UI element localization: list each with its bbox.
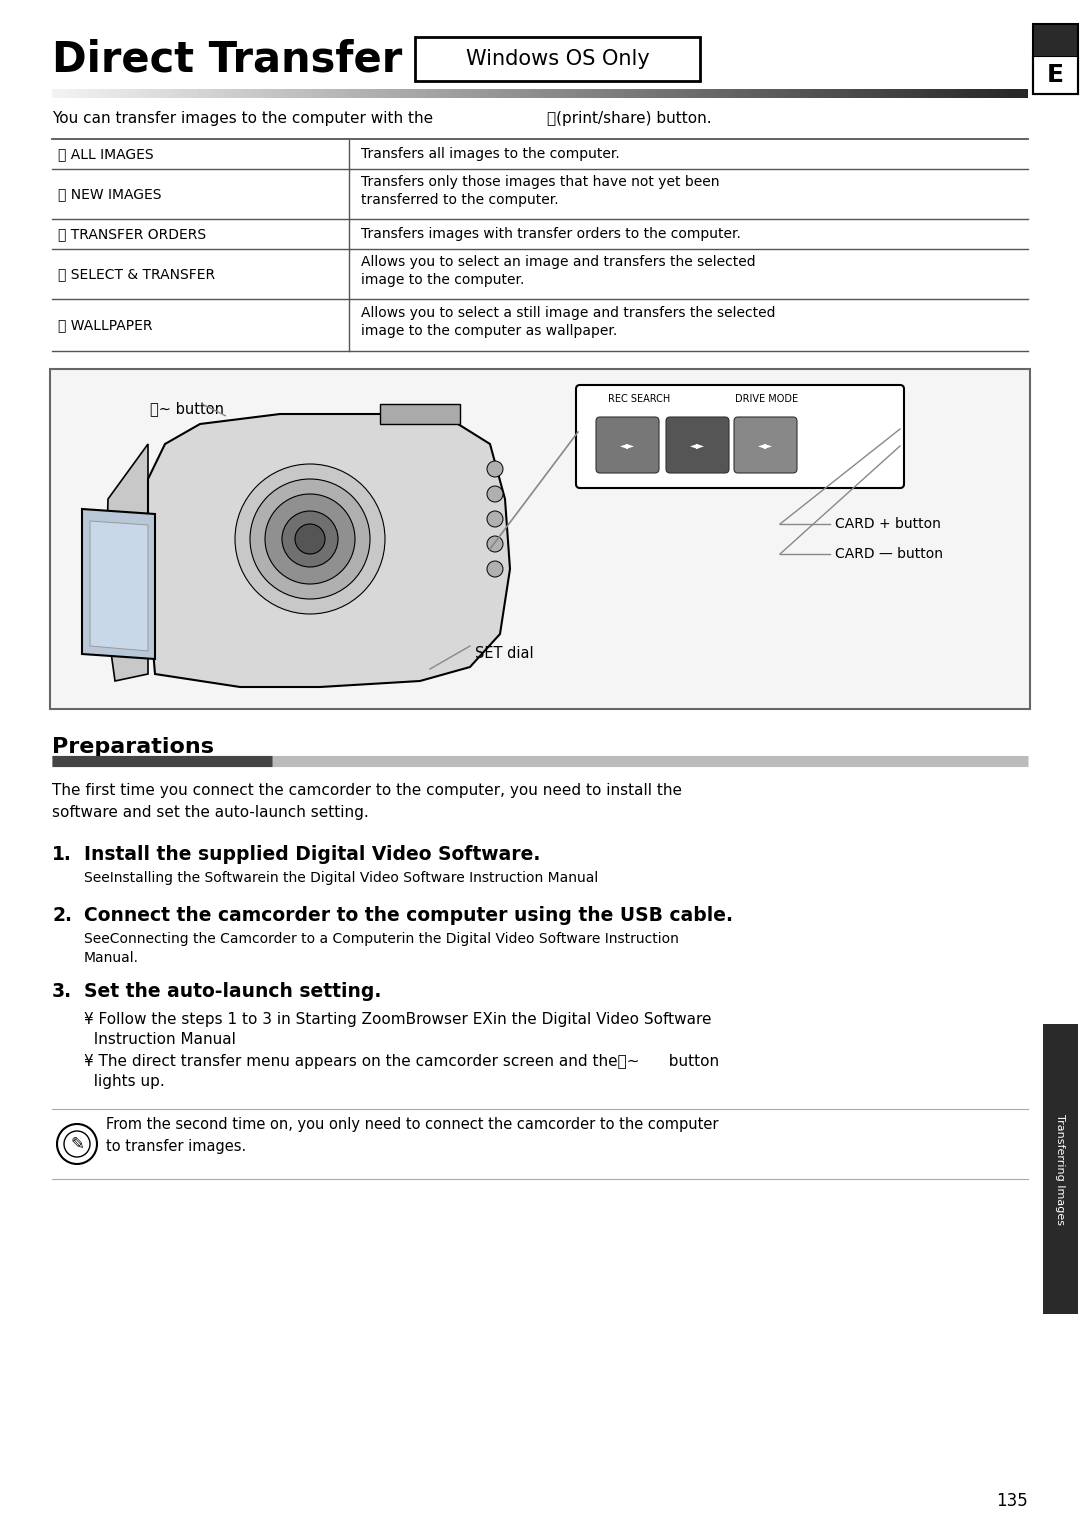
Bar bbox=[1043, 1024, 1078, 1313]
Text: SeeInstalling the Softwarein the Digital Video Software Instruction Manual: SeeInstalling the Softwarein the Digital… bbox=[84, 872, 598, 885]
Circle shape bbox=[235, 463, 384, 615]
Text: ◄►: ◄► bbox=[758, 440, 773, 450]
FancyBboxPatch shape bbox=[576, 385, 904, 488]
Text: ¥ Follow the steps 1 to 3 in Starting ZoomBrowser EXin the Digital Video Softwar: ¥ Follow the steps 1 to 3 in Starting Zo… bbox=[84, 1012, 712, 1047]
Text: 2.: 2. bbox=[52, 907, 72, 925]
Text: Connect the camcorder to the computer using the USB cable.: Connect the camcorder to the computer us… bbox=[84, 907, 733, 925]
Text: 1.: 1. bbox=[52, 846, 72, 864]
Bar bbox=[380, 404, 460, 424]
Text: ◄►: ◄► bbox=[690, 440, 705, 450]
Text: ⬜ SELECT & TRANSFER: ⬜ SELECT & TRANSFER bbox=[58, 268, 215, 281]
Text: Allows you to select an image and transfers the selected
image to the computer.: Allows you to select an image and transf… bbox=[361, 254, 756, 287]
Polygon shape bbox=[82, 509, 156, 659]
Text: Windows OS Only: Windows OS Only bbox=[465, 49, 649, 69]
Bar bbox=[1032, 24, 1078, 93]
Text: CARD — button: CARD — button bbox=[835, 547, 943, 561]
Bar bbox=[1032, 55, 1078, 93]
Circle shape bbox=[57, 1124, 97, 1164]
Text: Transferring Images: Transferring Images bbox=[1055, 1113, 1065, 1225]
Circle shape bbox=[487, 462, 503, 477]
Circle shape bbox=[64, 1131, 90, 1157]
Text: CARD + button: CARD + button bbox=[835, 517, 941, 531]
Text: ✎: ✎ bbox=[70, 1135, 84, 1153]
Text: REC SEARCH: REC SEARCH bbox=[608, 394, 671, 404]
Text: The first time you connect the camcorder to the computer, you need to install th: The first time you connect the camcorder… bbox=[52, 783, 681, 820]
Circle shape bbox=[487, 511, 503, 528]
Text: SET dial: SET dial bbox=[475, 647, 534, 662]
Circle shape bbox=[265, 494, 355, 584]
Text: You can transfer images to the computer with the: You can transfer images to the computer … bbox=[52, 112, 433, 125]
Text: Allows you to select a still image and transfers the selected
image to the compu: Allows you to select a still image and t… bbox=[361, 306, 775, 338]
Text: Preparations: Preparations bbox=[52, 737, 214, 757]
Text: ⎙(print/share) button.: ⎙(print/share) button. bbox=[546, 112, 712, 125]
Text: Direct Transfer: Direct Transfer bbox=[52, 38, 402, 80]
Text: Install the supplied Digital Video Software.: Install the supplied Digital Video Softw… bbox=[84, 846, 540, 864]
Text: Transfers all images to the computer.: Transfers all images to the computer. bbox=[361, 147, 620, 161]
FancyBboxPatch shape bbox=[734, 417, 797, 472]
Text: Set the auto-launch setting.: Set the auto-launch setting. bbox=[84, 982, 381, 1001]
Circle shape bbox=[249, 479, 370, 599]
Text: ⬜ NEW IMAGES: ⬜ NEW IMAGES bbox=[58, 187, 162, 200]
Circle shape bbox=[282, 511, 338, 567]
Circle shape bbox=[487, 561, 503, 576]
Text: ◄►: ◄► bbox=[620, 440, 635, 450]
Bar bbox=[50, 368, 1030, 709]
Polygon shape bbox=[90, 521, 148, 651]
Text: Transfers images with transfer orders to the computer.: Transfers images with transfer orders to… bbox=[361, 226, 741, 242]
Text: ⎙ ALL IMAGES: ⎙ ALL IMAGES bbox=[58, 147, 153, 161]
Circle shape bbox=[487, 537, 503, 552]
Polygon shape bbox=[148, 414, 510, 687]
Text: E: E bbox=[1047, 63, 1064, 87]
Text: 3.: 3. bbox=[52, 982, 72, 1001]
Text: SeeConnecting the Camcorder to a Computerin the Digital Video Software Instructi: SeeConnecting the Camcorder to a Compute… bbox=[84, 933, 679, 965]
Text: ⎙∼ button: ⎙∼ button bbox=[150, 401, 224, 416]
Text: ⬜ TRANSFER ORDERS: ⬜ TRANSFER ORDERS bbox=[58, 226, 206, 242]
Text: From the second time on, you only need to connect the camcorder to the computer
: From the second time on, you only need t… bbox=[106, 1118, 718, 1153]
Circle shape bbox=[487, 486, 503, 502]
Text: Transfers only those images that have not yet been
transferred to the computer.: Transfers only those images that have no… bbox=[361, 174, 719, 208]
Bar bbox=[1032, 24, 1078, 55]
Text: 135: 135 bbox=[996, 1492, 1028, 1511]
FancyBboxPatch shape bbox=[596, 417, 659, 472]
Circle shape bbox=[295, 524, 325, 553]
Text: ⎙ WALLPAPER: ⎙ WALLPAPER bbox=[58, 318, 152, 332]
Text: ¥ The direct transfer menu appears on the camcorder screen and the⎙∼      button: ¥ The direct transfer menu appears on th… bbox=[84, 1053, 719, 1089]
FancyBboxPatch shape bbox=[666, 417, 729, 472]
Text: DRIVE MODE: DRIVE MODE bbox=[735, 394, 798, 404]
Polygon shape bbox=[105, 443, 148, 680]
Bar bbox=[415, 37, 700, 81]
